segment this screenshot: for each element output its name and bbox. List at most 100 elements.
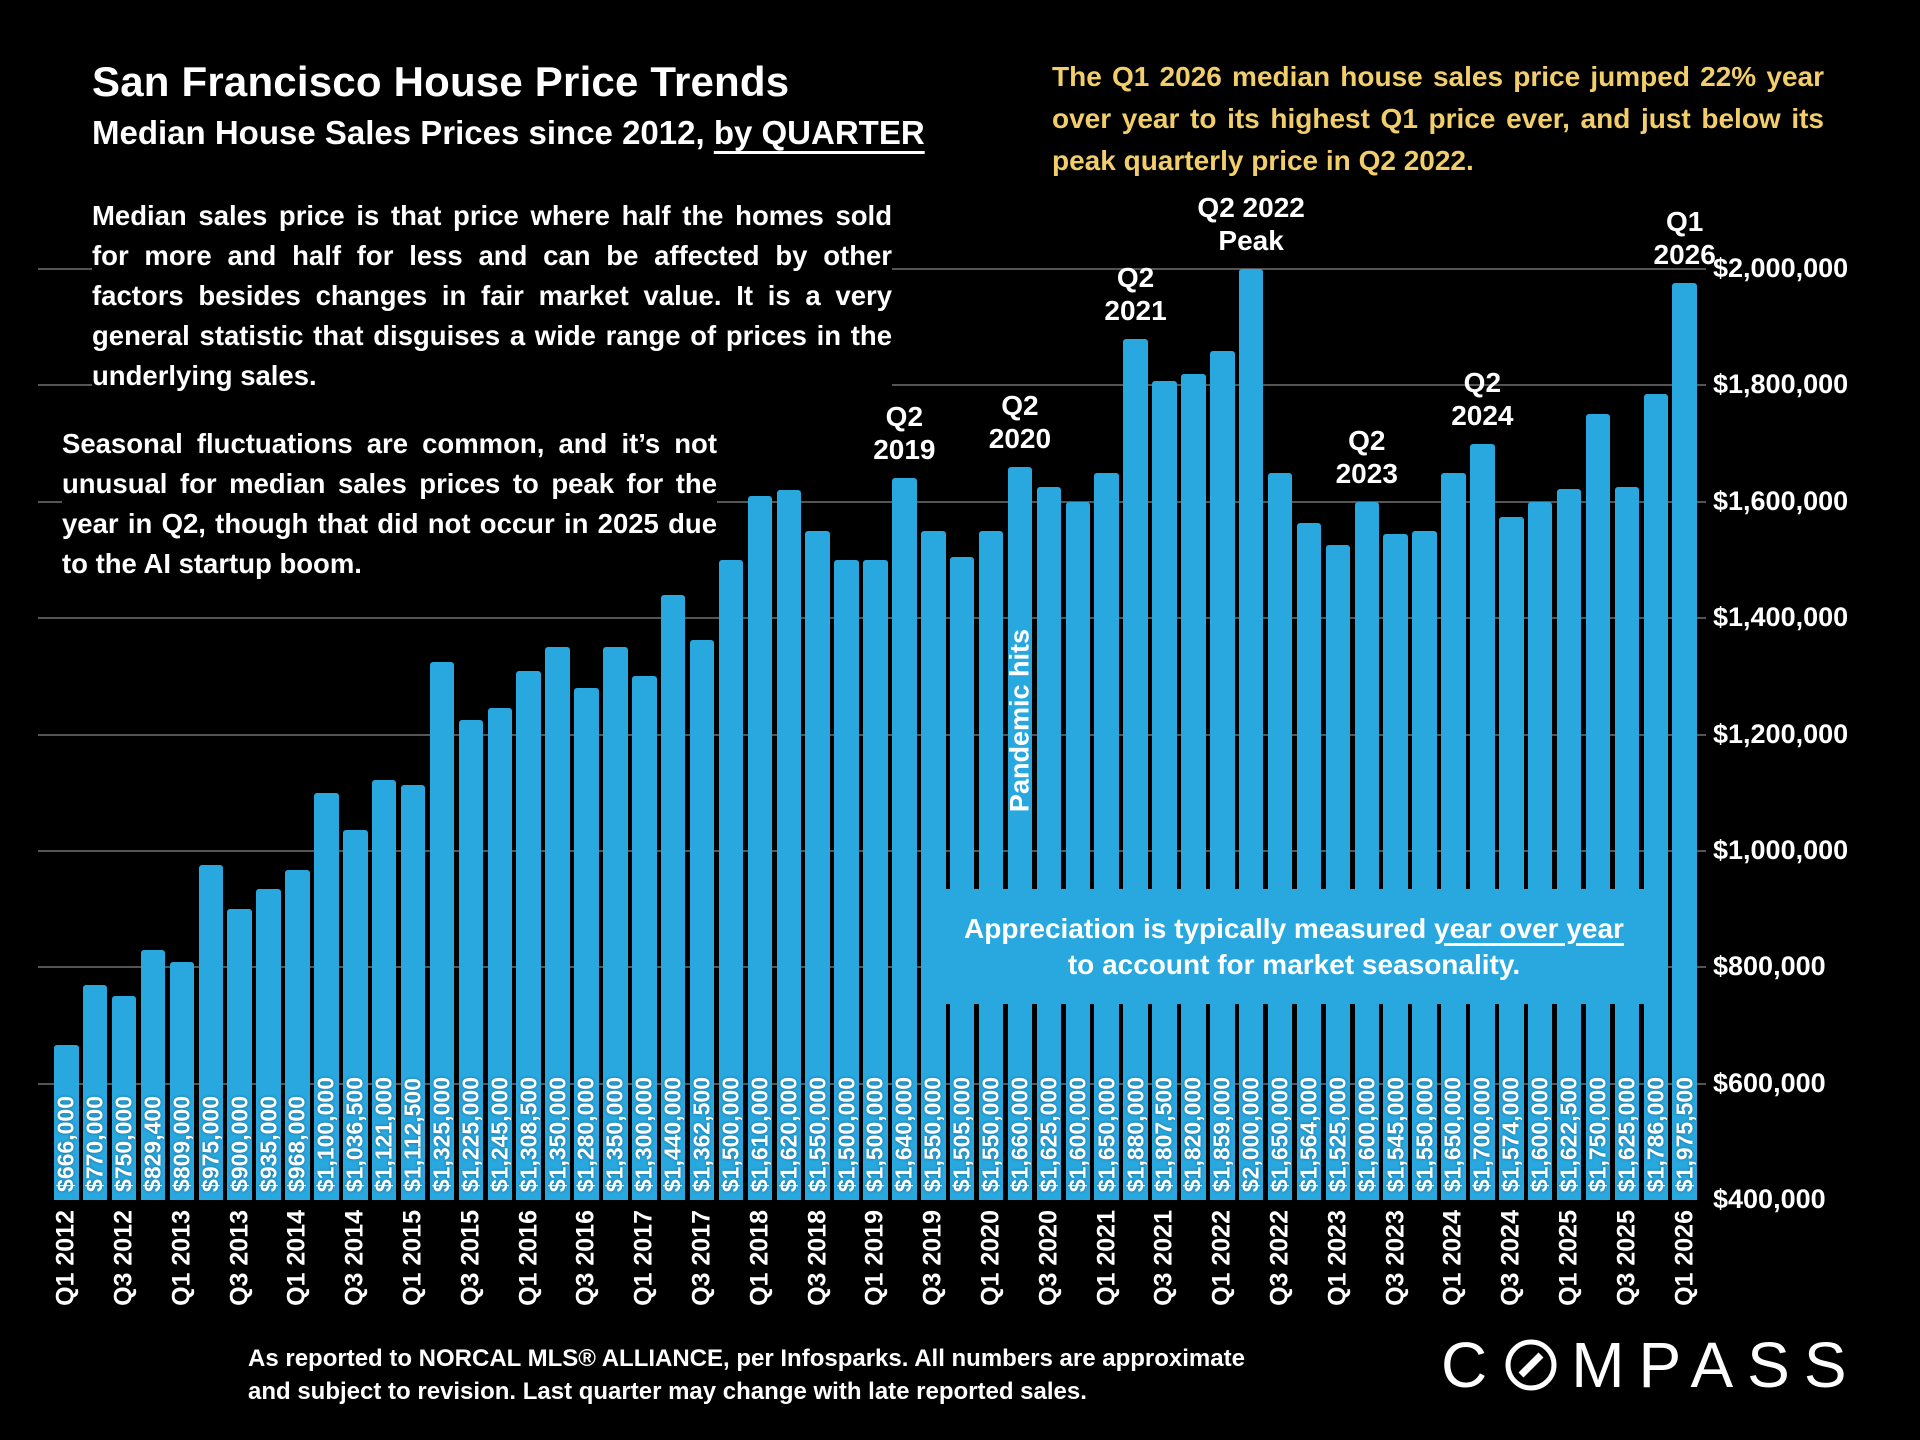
bar: $1,622,500 [1555, 488, 1582, 1200]
bar-value-label: $1,500,000 [717, 1076, 744, 1192]
quarter-annotation: Q2 2023 [1336, 424, 1398, 490]
bar-value-label: $809,000 [168, 1096, 195, 1192]
x-tick-label: Q1 2023 [1323, 1210, 1352, 1306]
quarter-annotation-line: Q2 [1001, 389, 1039, 421]
bar-value-label: $1,545,000 [1382, 1076, 1409, 1192]
bar-value-label: $1,820,000 [1179, 1076, 1206, 1192]
x-tick-label: Q3 2012 [109, 1210, 138, 1306]
bar: $1,700,000 [1468, 443, 1495, 1200]
bar-value-label: $1,525,000 [1324, 1076, 1351, 1192]
bar-value-label: $1,650,000 [1439, 1076, 1466, 1192]
bar-value-label: $1,786,000 [1642, 1076, 1669, 1192]
x-tick-label: Q1 2017 [629, 1210, 658, 1306]
bar-value-label: $1,975,500 [1671, 1076, 1698, 1192]
bar-value-label: $1,660,000 [1006, 1076, 1033, 1192]
pandemic-hits-note: Pandemic hits [1004, 628, 1035, 812]
appreciation-note-text: Appreciation is typically measured [964, 912, 1434, 944]
bar-value-label: $1,600,000 [1526, 1076, 1553, 1192]
x-tick-label: Q3 2016 [571, 1210, 600, 1306]
bar: $1,600,000 [1353, 501, 1379, 1200]
bar: $1,660,000 [1006, 466, 1033, 1200]
quarter-annotation-line: 2024 [1451, 399, 1514, 431]
bar: $1,280,000 [573, 687, 599, 1200]
bar-value-label: $750,000 [110, 1096, 137, 1192]
bar: $935,000 [255, 888, 281, 1200]
appreciation-note: Appreciation is typically measured year … [934, 889, 1654, 1004]
bar-value-label: $666,000 [52, 1096, 79, 1192]
quarter-annotation-line: Q2 [885, 401, 924, 433]
bar: $2,000,000 [1237, 269, 1264, 1200]
x-tick-label: Q1 2019 [860, 1210, 889, 1306]
bar-value-label: $1,700,000 [1468, 1076, 1495, 1192]
bar-value-label: $2,000,000 [1237, 1076, 1264, 1192]
bar: $809,000 [168, 962, 195, 1200]
bar: $1,505,000 [949, 557, 975, 1200]
x-tick-label: Q3 2022 [1265, 1210, 1294, 1306]
x-tick-label: Q1 2025 [1554, 1210, 1583, 1306]
bar-value-label: $1,600,000 [1064, 1076, 1091, 1192]
bar-value-label: $1,350,000 [544, 1076, 571, 1192]
bar: $770,000 [81, 984, 108, 1200]
quarter-annotation: Q2 2022 Peak [1197, 191, 1304, 257]
bar: $1,600,000 [1064, 501, 1091, 1200]
quarter-annotation-line: 2026 [1653, 239, 1716, 271]
bar: $1,550,000 [804, 530, 830, 1200]
y-tick-label: $2,000,000 [1713, 253, 1849, 283]
y-tick-label: $800,000 [1713, 951, 1826, 982]
seasonality-paragraph: Seasonal fluctuations are common, and it… [62, 424, 717, 584]
bar-value-label: $1,500,000 [861, 1076, 888, 1192]
bar: $1,574,000 [1498, 516, 1524, 1200]
bar: $1,225,000 [457, 719, 483, 1200]
bar: $1,500,000 [833, 559, 860, 1200]
x-tick-label: Q3 2025 [1612, 1210, 1641, 1306]
bar-value-label: $1,880,000 [1122, 1076, 1149, 1192]
bar-value-label: $1,859,000 [1208, 1076, 1235, 1192]
bar: $750,000 [110, 996, 137, 1200]
x-tick-label: Q3 2013 [225, 1210, 254, 1306]
x-tick-label: Q1 2014 [282, 1210, 311, 1306]
source-footnote-line2: and subject to revision. Last quarter ma… [248, 1378, 1087, 1406]
x-tick-label: Q1 2021 [1092, 1210, 1121, 1306]
bar-value-label: $1,500,000 [833, 1076, 860, 1192]
x-tick-label: Q3 2023 [1381, 1210, 1410, 1306]
bar: $1,350,000 [544, 647, 571, 1200]
quarter-annotation: Q2 2019 [873, 400, 935, 466]
bar: $975,000 [197, 865, 223, 1200]
bar: $1,036,500 [342, 829, 368, 1200]
bar-value-label: $1,622,500 [1555, 1076, 1582, 1192]
quarter-annotation-line: Q2 [1463, 366, 1502, 398]
bar: $1,786,000 [1642, 393, 1669, 1200]
quarter-annotation-line: Q2 2022 [1197, 191, 1305, 223]
bar-value-label: $1,300,000 [630, 1076, 657, 1192]
x-tick-label: Q3 2024 [1496, 1210, 1525, 1306]
bar: $1,500,000 [717, 559, 744, 1200]
source-footnote-line1: As reported to NORCAL MLS® ALLIANCE, per… [248, 1345, 1245, 1372]
bar: $1,550,000 [1411, 530, 1438, 1200]
x-tick-label: Q3 2014 [340, 1210, 369, 1306]
logo-letter-c: C [1441, 1329, 1502, 1401]
bar: $1,564,000 [1295, 522, 1322, 1200]
y-tick-label: $1,600,000 [1713, 485, 1849, 516]
bar: $1,859,000 [1208, 351, 1235, 1200]
quarter-annotation-line: 2019 [873, 434, 936, 466]
bar-value-label: $1,550,000 [1411, 1076, 1438, 1192]
bar: $968,000 [284, 869, 310, 1200]
bar-value-label: $1,350,000 [601, 1076, 628, 1192]
bar-value-label: $1,564,000 [1295, 1076, 1322, 1192]
bar-value-label: $1,640,000 [890, 1076, 917, 1192]
x-tick-label: Q1 2015 [398, 1210, 427, 1306]
bar: $666,000 [52, 1045, 79, 1200]
x-tick-label: Q1 2020 [976, 1210, 1005, 1306]
bar-value-label: $770,000 [81, 1096, 108, 1192]
bar: $1,550,000 [920, 530, 946, 1200]
bar: $1,600,000 [1526, 501, 1553, 1200]
bar-value-label: $1,112,500 [399, 1078, 426, 1192]
bar: $1,650,000 [1266, 472, 1293, 1200]
bar-value-label: $1,650,000 [1266, 1076, 1293, 1192]
x-tick-label: Q3 2021 [1149, 1210, 1178, 1306]
x-tick-label: Q3 2015 [456, 1210, 485, 1306]
bar-value-label: $1,807,500 [1150, 1076, 1177, 1192]
appreciation-note-line2: to account for market seasonality. [1067, 948, 1521, 980]
bar-value-label: $900,000 [226, 1096, 253, 1192]
